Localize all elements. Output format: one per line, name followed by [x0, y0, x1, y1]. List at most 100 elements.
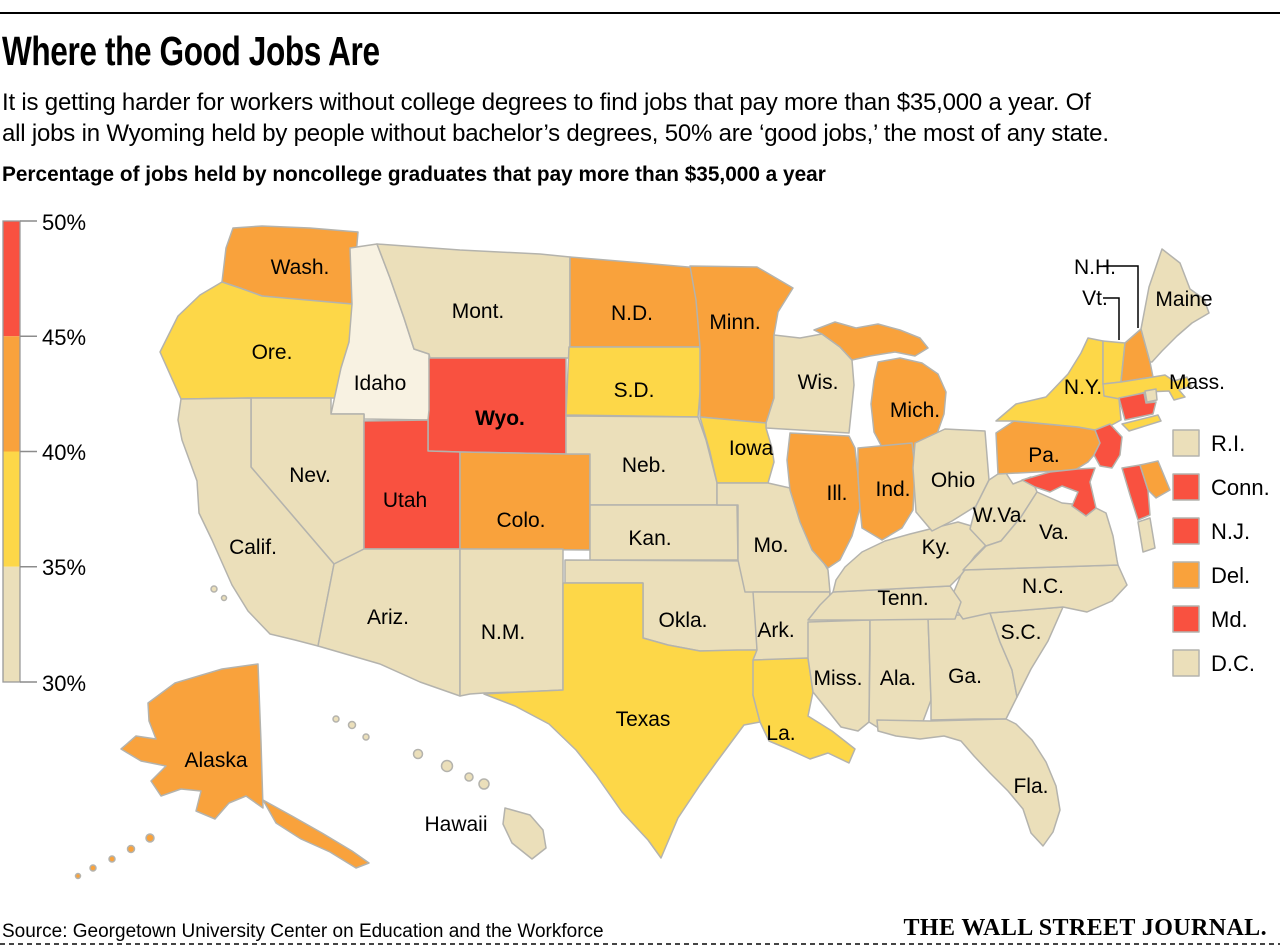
state-south-carolina — [989, 606, 1064, 698]
states — [74, 225, 1210, 880]
scale-seg-40-45 — [3, 336, 20, 452]
legend-label-dc: D.C. — [1211, 651, 1255, 676]
scale-label-40: 40% — [42, 440, 86, 465]
label-maine: Maine — [1155, 288, 1212, 311]
hawaii-island — [412, 748, 424, 760]
label-alabama: Ala. — [880, 667, 916, 690]
label-kentucky: Ky. — [922, 536, 951, 559]
label-vermont: Vt. — [1082, 287, 1108, 310]
state-new-york-long-island — [1121, 414, 1162, 432]
legend-label-conn: Conn. — [1211, 475, 1270, 500]
nh-callout-line — [1103, 265, 1139, 328]
label-south-dakota: S.D. — [614, 379, 655, 402]
label-texas: Texas — [616, 708, 671, 731]
state-missouri — [716, 482, 831, 593]
label-california: Calif. — [229, 536, 277, 559]
state-new-jersey — [1093, 423, 1123, 469]
label-washington: Wash. — [271, 256, 330, 279]
label-utah: Utah — [383, 489, 427, 512]
label-arizona: Ariz. — [367, 606, 409, 629]
label-west-virginia: W.Va. — [973, 504, 1027, 527]
hawaii-island — [347, 720, 357, 730]
legend-swatch-conn — [1172, 473, 1200, 501]
hawaii-island — [332, 715, 340, 723]
state-labels: Wash. Ore. Idaho Mont. Wyo. Nev. Utah Ca… — [184, 256, 1225, 836]
label-kansas: Kan. — [628, 527, 671, 550]
label-oregon: Ore. — [252, 341, 293, 364]
legend-swatch-dc — [1172, 649, 1200, 677]
label-missouri: Mo. — [753, 534, 788, 557]
measure-label: Percentage of jobs held by noncollege gr… — [2, 163, 826, 186]
label-new-hampshire: N.H. — [1074, 256, 1116, 279]
subtitle-line-2: all jobs in Wyoming held by people witho… — [2, 120, 1109, 147]
label-colorado: Colo. — [496, 509, 545, 532]
state-connecticut — [1118, 392, 1157, 421]
label-pennsylvania: Pa. — [1028, 444, 1060, 467]
state-illinois — [786, 432, 861, 569]
legend-swatch-del — [1172, 561, 1200, 589]
label-illinois: Ill. — [827, 482, 848, 505]
label-wisconsin: Wis. — [798, 371, 839, 394]
state-colorado — [459, 451, 591, 551]
label-massachusetts: Mass. — [1169, 371, 1225, 394]
label-georgia: Ga. — [948, 665, 982, 688]
state-wyoming — [427, 357, 567, 455]
alaska-aleutian-island — [74, 872, 82, 880]
channel-island — [220, 594, 228, 602]
state-louisiana — [752, 657, 856, 764]
state-texas — [483, 582, 761, 859]
hawaii-island — [440, 759, 454, 773]
alaska-aleutian-island — [145, 833, 155, 843]
label-ohio: Ohio — [931, 469, 975, 492]
label-new-york: N.Y. — [1064, 376, 1102, 399]
label-tennessee: Tenn. — [877, 587, 928, 610]
state-tennessee — [807, 585, 962, 621]
scale-label-50: 50% — [42, 210, 86, 235]
state-alaska-panhandle — [262, 799, 370, 869]
subtitle: It is getting harder for workers without… — [2, 87, 1109, 149]
state-ohio — [912, 428, 990, 532]
label-louisiana: La. — [766, 722, 795, 745]
legend-swatch-ri — [1172, 429, 1200, 457]
alaska-aleutian-island — [126, 844, 136, 854]
hawaii-big-island — [502, 807, 547, 860]
label-indiana: Ind. — [875, 478, 910, 501]
wsj-logo: THE WALL STREET JOURNAL. — [903, 915, 1267, 941]
label-oklahoma: Okla. — [658, 609, 707, 632]
scale-label-45: 45% — [42, 325, 86, 350]
scale-seg-35-40 — [3, 451, 20, 567]
state-rhode-island — [1144, 388, 1158, 403]
label-wyoming: Wyo. — [475, 407, 525, 430]
state-virginia-eastern-shore — [1137, 517, 1156, 553]
state-new-hampshire — [1120, 328, 1154, 383]
alaska-aleutian-island — [108, 855, 116, 863]
label-arkansas: Ark. — [757, 619, 794, 642]
label-north-carolina: N.C. — [1022, 575, 1064, 598]
label-south-carolina: S.C. — [1001, 621, 1042, 644]
state-michigan-upper — [813, 321, 929, 361]
hawaii-island — [362, 733, 370, 741]
vt-callout-line — [1103, 297, 1120, 340]
source-credit: Source: Georgetown University Center on … — [2, 921, 604, 942]
label-hawaii: Hawaii — [424, 813, 487, 836]
legend-label-ri: R.I. — [1211, 431, 1245, 456]
page-title: Where the Good Jobs Are — [2, 28, 380, 74]
scale-seg-45-50 — [3, 221, 20, 337]
channel-island — [210, 585, 218, 593]
label-minnesota: Minn. — [709, 311, 760, 334]
legend-label-del: Del. — [1211, 563, 1250, 588]
color-scale: 50% 45% 40% 35% 30% — [2, 210, 86, 696]
label-nebraska: Neb. — [622, 454, 666, 477]
label-iowa: Iowa — [729, 437, 774, 460]
label-mississippi: Miss. — [814, 667, 863, 690]
bottom-rule — [0, 943, 1280, 945]
alaska-aleutian-island — [89, 864, 97, 872]
label-north-dakota: N.D. — [611, 302, 653, 325]
state-maryland — [1021, 467, 1097, 517]
label-idaho: Idaho — [354, 372, 407, 395]
scale-label-30: 30% — [42, 671, 86, 696]
top-rule — [0, 12, 1280, 14]
hawaii-island — [478, 778, 490, 790]
